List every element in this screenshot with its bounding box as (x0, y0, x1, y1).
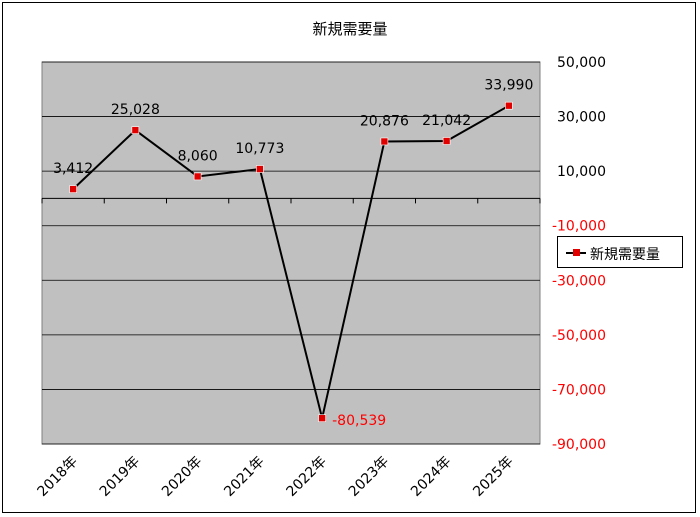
data-label: 8,060 (178, 148, 218, 164)
x-tick-label: 2024年 (408, 454, 454, 500)
x-tick-label: 2018年 (35, 454, 81, 500)
data-point (69, 185, 77, 193)
data-point (505, 101, 513, 110)
y-tick-label: -50,000 (552, 328, 606, 344)
data-label: 21,042 (422, 113, 471, 129)
y-tick-label: -70,000 (552, 382, 606, 398)
gridlines (42, 61, 540, 445)
x-axis-labels: 2018年 2019年 2020年 2021年 2022年 2023年 2024年 2025年 (35, 454, 517, 500)
data-label: 10,773 (235, 141, 284, 157)
x-tick-label: 2019年 (97, 454, 143, 500)
y-tick-label: 50,000 (557, 55, 606, 71)
legend-label: 新規需要量 (590, 247, 660, 263)
data-point (256, 165, 264, 173)
data-labels: 3,412 25,028 8,060 10,773 -80,539 20,876 21,04… (53, 78, 533, 430)
data-label: 20,876 (360, 113, 409, 129)
x-tick-label: 2021年 (221, 454, 267, 500)
x-tick-label: 2020年 (159, 454, 205, 500)
y-tick-label: 30,000 (557, 110, 606, 126)
series-line-path (72, 104, 510, 419)
legend: 新規需要量 (557, 236, 683, 268)
y-axis-labels: 50,000 30,000 10,000 -10,000 -30,000 -50,000 -… (552, 55, 606, 453)
y-tick-label: -90,000 (552, 437, 606, 453)
series-line (72, 104, 510, 419)
data-label: -80,539 (332, 413, 386, 429)
data-point (193, 172, 202, 181)
x-tick-label: 2023年 (346, 454, 392, 500)
series-markers (69, 101, 513, 422)
chart-title: 新規需要量 (312, 20, 388, 38)
x-tick-label: 2022年 (284, 454, 330, 500)
data-point (442, 137, 451, 145)
y-tick-label: 10,000 (557, 164, 606, 180)
legend-marker-icon (573, 249, 580, 256)
y-tick-label: -10,000 (552, 219, 606, 235)
x-axis (41, 197, 541, 204)
x-tick-label: 2025年 (470, 454, 516, 500)
data-label: 33,990 (484, 78, 533, 94)
data-point (380, 137, 389, 146)
data-label: 3,412 (53, 161, 93, 177)
plot-area (41, 61, 541, 445)
y-tick-label: -30,000 (552, 273, 606, 289)
data-point (131, 126, 140, 134)
data-label: 25,028 (111, 102, 160, 118)
data-point (318, 414, 326, 422)
